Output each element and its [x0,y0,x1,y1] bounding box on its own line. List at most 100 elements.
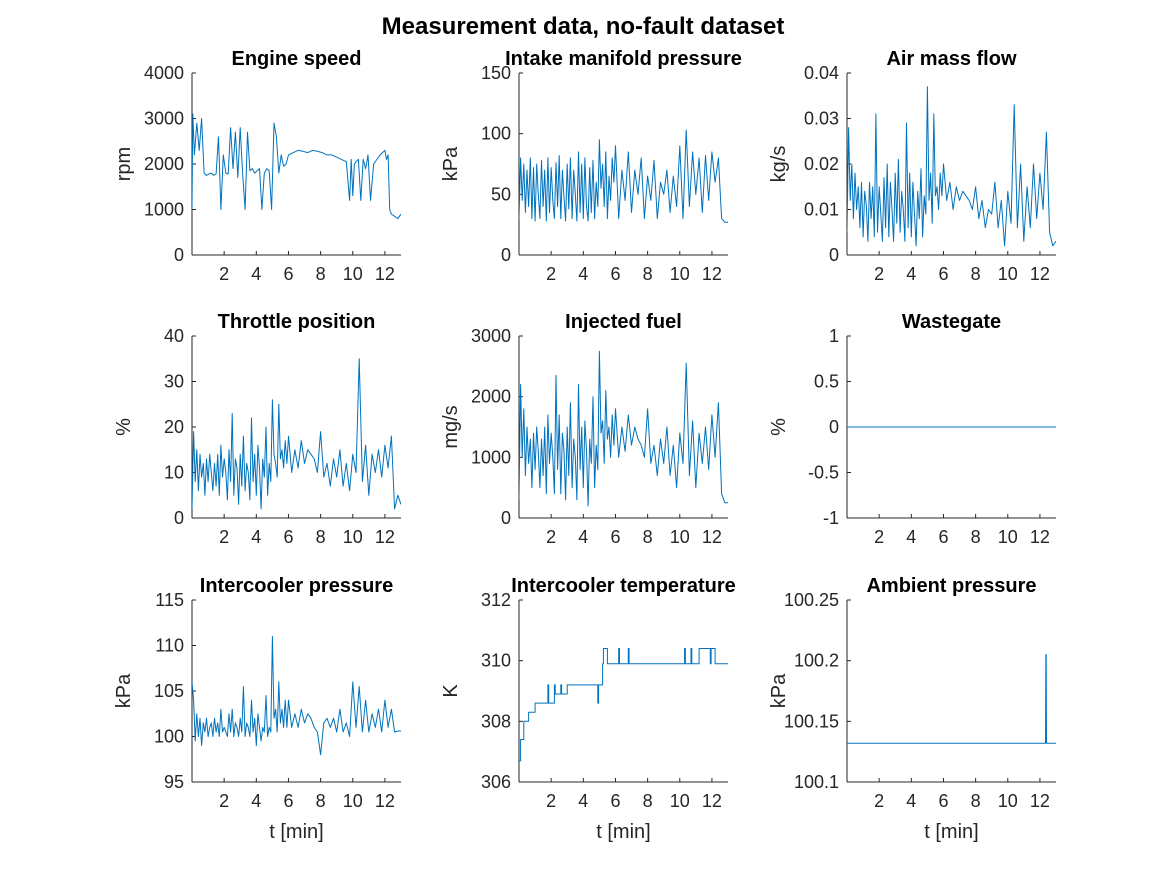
y-tick-label: 312 [481,590,511,610]
x-tick-label: 12 [702,264,722,284]
x-tick-label: 6 [283,264,293,284]
y-tick-label: 50 [491,184,511,204]
y-axis-label: % [768,418,790,436]
series-line [519,648,728,762]
y-tick-label: 100.25 [784,590,839,610]
x-tick-label: 2 [546,264,556,284]
x-tick-label: 6 [610,791,620,811]
x-tick-label: 8 [643,527,653,547]
x-tick-label: 10 [998,527,1018,547]
subplot: Wastegate-1-0.500.512 4 6 8 10 12% [768,311,1056,547]
x-tick-label: 2 [546,527,556,547]
subplot: Ambient pressure 100.1 100.15 100.2 100.25 2 4… [768,575,1056,843]
x-tick-label: 4 [906,527,916,547]
y-tick-label: 30 [164,372,184,392]
y-tick-label: 100.2 [794,651,839,671]
subplot-title: Injected fuel [565,311,682,333]
x-tick-label: 6 [283,527,293,547]
x-tick-label: 12 [375,264,395,284]
y-tick-label: 4000 [144,63,184,83]
x-tick-label: 8 [316,527,326,547]
x-axis-label: t [min] [924,821,978,843]
x-tick-label: 10 [670,264,690,284]
x-tick-label: 10 [670,527,690,547]
y-tick-label: 0 [829,245,839,265]
x-tick-label: 4 [578,264,588,284]
y-tick-label: -1 [823,508,839,528]
x-tick-label: 6 [938,791,948,811]
x-tick-label: 6 [938,264,948,284]
y-tick-label: 1 [829,326,839,346]
y-tick-label: 0 [174,245,184,265]
x-tick-label: 6 [610,264,620,284]
y-tick-label: 0 [501,245,511,265]
x-tick-label: 2 [219,791,229,811]
series-line [192,635,401,756]
x-tick-label: 10 [343,264,363,284]
y-tick-label: 100.15 [784,711,839,731]
x-tick-label: 2 [874,527,884,547]
x-tick-label: 4 [578,791,588,811]
y-axis-label: kPa [113,673,135,708]
y-tick-label: 310 [481,651,511,671]
series-line [519,350,728,507]
x-tick-label: 4 [251,791,261,811]
y-tick-label: 0 [829,417,839,437]
subplot: Intercooler pressure 95 100 105 110 115 2 4 6 8 10… [113,575,401,843]
y-tick-label: -0.5 [808,463,839,483]
x-tick-label: 8 [971,791,981,811]
x-tick-label: 12 [375,527,395,547]
y-tick-label: 2000 [471,387,511,407]
subplot-title: Engine speed [231,48,361,70]
y-tick-label: 110 [155,636,184,656]
y-tick-label: 10 [164,463,184,483]
x-tick-label: 12 [1030,527,1050,547]
y-tick-label: 0 [501,508,511,528]
y-tick-label: 0.5 [814,372,839,392]
x-tick-label: 6 [610,527,620,547]
x-tick-label: 2 [874,264,884,284]
x-tick-label: 8 [971,264,981,284]
y-axis-label: kg/s [768,146,790,183]
x-tick-label: 10 [343,791,363,811]
series-line [192,113,401,220]
y-tick-label: 308 [481,711,511,731]
x-tick-label: 10 [670,791,690,811]
x-tick-label: 12 [1030,264,1050,284]
x-tick-label: 10 [998,264,1018,284]
y-tick-label: 115 [155,590,184,610]
x-tick-label: 8 [316,264,326,284]
y-axis-label: rpm [113,147,135,181]
x-tick-label: 2 [219,264,229,284]
subplot: Throttle position 0 10 20 30 40 2 4 6 8 10 12% [113,311,401,547]
subplot: Engine speed 0 1000 2000 3000 4000 2 4 6 8 10 12 rpm [113,48,401,284]
y-axis-label: % [113,418,135,436]
x-tick-label: 4 [578,527,588,547]
series-line [192,358,401,510]
subplot-title: Intercooler pressure [200,575,393,597]
y-tick-label: 100 [481,124,511,144]
y-tick-label: 0.02 [804,154,839,174]
series-line [847,654,1056,744]
y-tick-label: 0 [174,508,184,528]
series-line [847,86,1056,247]
x-tick-label: 4 [251,264,261,284]
subplot-title: Throttle position [218,311,376,333]
subplot-title: Intercooler temperature [511,575,736,597]
x-axis-label: t [min] [596,821,650,843]
x-tick-label: 12 [702,791,722,811]
x-tick-label: 2 [874,791,884,811]
x-tick-label: 4 [251,527,261,547]
y-tick-label: 0.03 [804,109,839,129]
subplot-title: Air mass flow [886,48,1016,70]
x-tick-label: 12 [702,527,722,547]
x-tick-label: 12 [1030,791,1050,811]
y-axis-label: kPa [768,673,790,708]
x-tick-label: 4 [906,791,916,811]
x-tick-label: 2 [546,791,556,811]
x-tick-label: 6 [283,791,293,811]
subplot: Intake manifold pressure 0 50 100 150 2 4 6 8 10 1… [440,48,742,284]
